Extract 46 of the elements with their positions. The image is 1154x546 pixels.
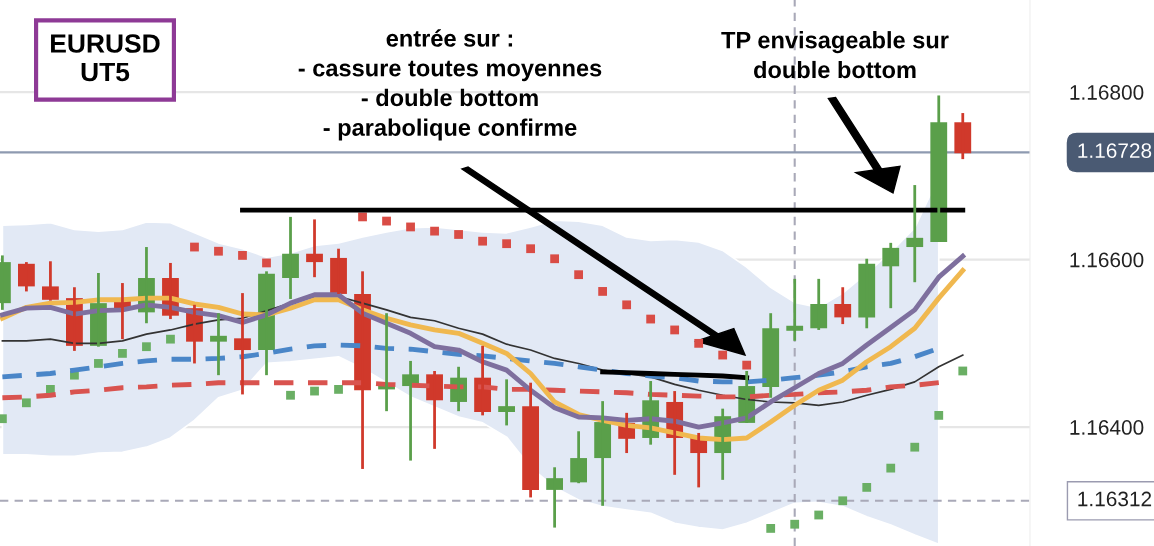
y-tick-label: 1.16400 <box>1070 420 1144 435</box>
annotation: TP envisageable sur double bottom <box>721 31 949 79</box>
point <box>574 270 584 280</box>
point <box>670 325 680 335</box>
point <box>334 385 343 394</box>
point <box>934 410 944 420</box>
ref-line-label: 1.16728 <box>1078 143 1152 158</box>
point <box>694 338 704 348</box>
point <box>838 496 848 506</box>
point <box>646 314 656 324</box>
point <box>598 287 608 296</box>
point <box>22 398 31 408</box>
text: EURUSD UT5 <box>51 34 160 82</box>
point <box>550 254 560 264</box>
point <box>430 226 439 236</box>
point <box>406 222 415 232</box>
point <box>190 242 199 252</box>
point <box>142 342 151 352</box>
point <box>478 236 487 246</box>
point <box>766 524 776 533</box>
point <box>910 442 920 452</box>
point <box>718 350 728 360</box>
point <box>238 251 247 260</box>
point <box>886 463 896 473</box>
point <box>742 360 752 370</box>
point <box>454 230 463 239</box>
y-tick-label: 1.16600 <box>1070 252 1144 268</box>
point <box>526 244 535 254</box>
point <box>214 246 223 256</box>
point <box>262 258 271 268</box>
point <box>790 519 800 529</box>
point <box>958 366 968 376</box>
point <box>166 334 175 344</box>
point <box>310 386 319 396</box>
point <box>814 510 824 520</box>
point <box>502 239 511 249</box>
point <box>622 300 632 310</box>
point <box>286 390 295 400</box>
point <box>862 482 872 492</box>
point <box>118 349 127 358</box>
ref-line-label: 1.16312 <box>1078 491 1152 507</box>
point <box>382 216 391 226</box>
point <box>0 414 7 424</box>
y-tick-label: 1.16800 <box>1070 85 1144 100</box>
point <box>94 359 103 368</box>
annotation: entrée sur : - cassure toutes moyennes - double bottom - parabolique confirme <box>298 29 602 141</box>
